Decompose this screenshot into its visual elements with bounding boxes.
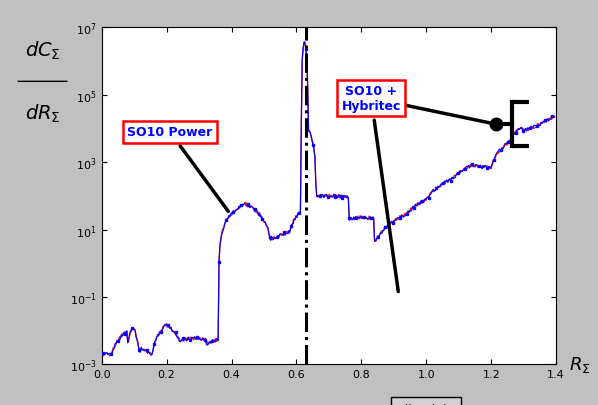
Text: $dR_\Sigma$: $dR_\Sigma$ <box>25 102 60 125</box>
Text: SO10 +
Hybritec: SO10 + Hybritec <box>341 85 401 292</box>
Text: $R_\Sigma$: $R_\Sigma$ <box>569 354 591 375</box>
Text: alluminio: alluminio <box>398 403 455 405</box>
Text: SO10 Power: SO10 Power <box>127 126 228 212</box>
Text: $dC_\Sigma$: $dC_\Sigma$ <box>25 40 60 62</box>
Text: Interfaccia
fra
dispositivo e
substrato: Interfaccia fra dispositivo e substrato <box>0 404 1 405</box>
